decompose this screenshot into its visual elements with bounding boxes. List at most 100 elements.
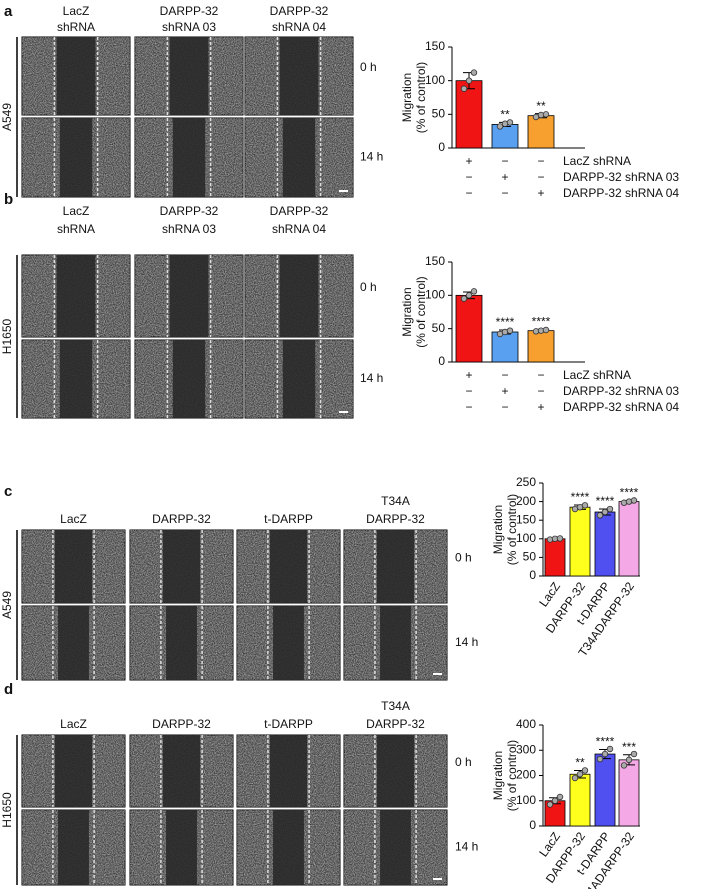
scratch-gap bbox=[166, 810, 197, 885]
scratch-gap bbox=[282, 118, 316, 197]
bar bbox=[618, 759, 640, 827]
scratch-gap bbox=[54, 735, 93, 807]
data-point bbox=[601, 750, 609, 758]
sign: − bbox=[537, 170, 544, 184]
time-label: 14 h bbox=[455, 840, 478, 854]
bar bbox=[569, 773, 591, 827]
scratch-gap bbox=[162, 530, 201, 603]
data-point bbox=[596, 755, 604, 763]
scratch-gap bbox=[58, 810, 89, 885]
column-header: shRNA bbox=[57, 20, 95, 34]
sign: − bbox=[465, 400, 472, 414]
y-tick-label: 150 bbox=[516, 512, 536, 526]
column-header: T34A bbox=[381, 699, 410, 713]
significance: **** bbox=[571, 490, 590, 504]
row-label: DARPP-32 shRNA 04 bbox=[563, 186, 679, 200]
column-header: DARPP-32 bbox=[366, 512, 425, 526]
cell-line: H1650 bbox=[0, 319, 14, 355]
sign: − bbox=[501, 400, 508, 414]
panel-letter: d bbox=[4, 681, 13, 698]
data-point bbox=[470, 288, 478, 295]
data-point bbox=[630, 497, 638, 504]
time-label: 14 h bbox=[360, 371, 383, 385]
significance: **** bbox=[532, 315, 551, 329]
y-tick-label: 100 bbox=[425, 288, 445, 302]
bar bbox=[491, 124, 519, 149]
data-point bbox=[596, 512, 604, 519]
scratch-gap bbox=[279, 37, 319, 115]
sign: − bbox=[537, 368, 544, 382]
sign: − bbox=[501, 368, 508, 382]
data-point bbox=[546, 801, 554, 808]
significance: ** bbox=[500, 108, 510, 122]
data-point bbox=[460, 295, 468, 302]
sign: + bbox=[465, 154, 472, 168]
time-label: 14 h bbox=[360, 150, 383, 164]
data-point bbox=[506, 119, 514, 126]
panel-letter: b bbox=[4, 191, 13, 208]
time-label: 0 h bbox=[360, 280, 377, 294]
column-header: t-DARPP bbox=[264, 717, 313, 731]
scratch-gap bbox=[56, 255, 96, 337]
panel-letter: c bbox=[4, 483, 12, 500]
bar bbox=[618, 501, 640, 577]
column-header: shRNA 03 bbox=[162, 222, 216, 236]
data-point bbox=[581, 502, 589, 509]
sign: − bbox=[537, 154, 544, 168]
y-axis-label: Migration bbox=[400, 73, 414, 122]
column-header: LacZ bbox=[63, 4, 90, 18]
sign: + bbox=[501, 170, 508, 184]
time-label: 0 h bbox=[455, 755, 472, 769]
data-point bbox=[460, 85, 468, 92]
scratch-gap bbox=[59, 118, 93, 197]
y-tick-label: 150 bbox=[425, 254, 445, 268]
column-header: DARPP-32 bbox=[152, 512, 211, 526]
y-axis-label: Migration bbox=[491, 505, 505, 554]
time-label: 0 h bbox=[455, 551, 472, 565]
y-axis-label: (% of control) bbox=[414, 276, 428, 347]
y-tick-label: 250 bbox=[516, 475, 536, 489]
data-point bbox=[551, 797, 559, 804]
bar bbox=[491, 331, 519, 363]
significance: ** bbox=[536, 99, 546, 113]
sign: − bbox=[501, 186, 508, 200]
bar bbox=[544, 538, 566, 577]
y-tick-label: 100 bbox=[516, 531, 536, 545]
scratch-gap bbox=[59, 340, 93, 418]
time-label: 0 h bbox=[360, 60, 377, 74]
data-point bbox=[620, 762, 628, 769]
y-tick-label: 0 bbox=[438, 140, 445, 154]
cell-line: A549 bbox=[0, 103, 14, 131]
sign: + bbox=[537, 186, 544, 200]
y-tick-label: 100 bbox=[425, 73, 445, 87]
scratch-gap bbox=[376, 530, 415, 603]
significance: **** bbox=[596, 735, 615, 749]
scratch-gap bbox=[54, 530, 93, 603]
column-header: shRNA bbox=[57, 222, 95, 236]
y-tick-label: 200 bbox=[516, 494, 536, 508]
data-point bbox=[601, 508, 609, 516]
scratch-gap bbox=[172, 118, 206, 197]
column-header: DARPP-32 bbox=[366, 717, 425, 731]
y-tick-label: 50 bbox=[432, 321, 446, 335]
column-header: LacZ bbox=[60, 717, 87, 731]
bar bbox=[594, 511, 616, 577]
significance: ** bbox=[575, 756, 585, 770]
y-tick-label: 150 bbox=[425, 39, 445, 53]
scratch-gap bbox=[58, 606, 89, 680]
bar bbox=[455, 294, 483, 363]
data-point bbox=[465, 292, 473, 299]
column-header: DARPP-32 bbox=[270, 204, 329, 218]
scratch-gap bbox=[380, 810, 411, 885]
y-tick-label: 0 bbox=[438, 354, 445, 368]
data-point bbox=[542, 326, 550, 334]
data-point bbox=[625, 756, 633, 764]
data-point bbox=[606, 745, 614, 753]
significance: **** bbox=[596, 494, 615, 508]
column-header: DARPP-32 bbox=[160, 4, 219, 18]
y-axis-label: Migration bbox=[491, 751, 505, 800]
sign: − bbox=[465, 186, 472, 200]
scratch-gap bbox=[162, 735, 201, 807]
cell-line: A549 bbox=[0, 591, 14, 619]
